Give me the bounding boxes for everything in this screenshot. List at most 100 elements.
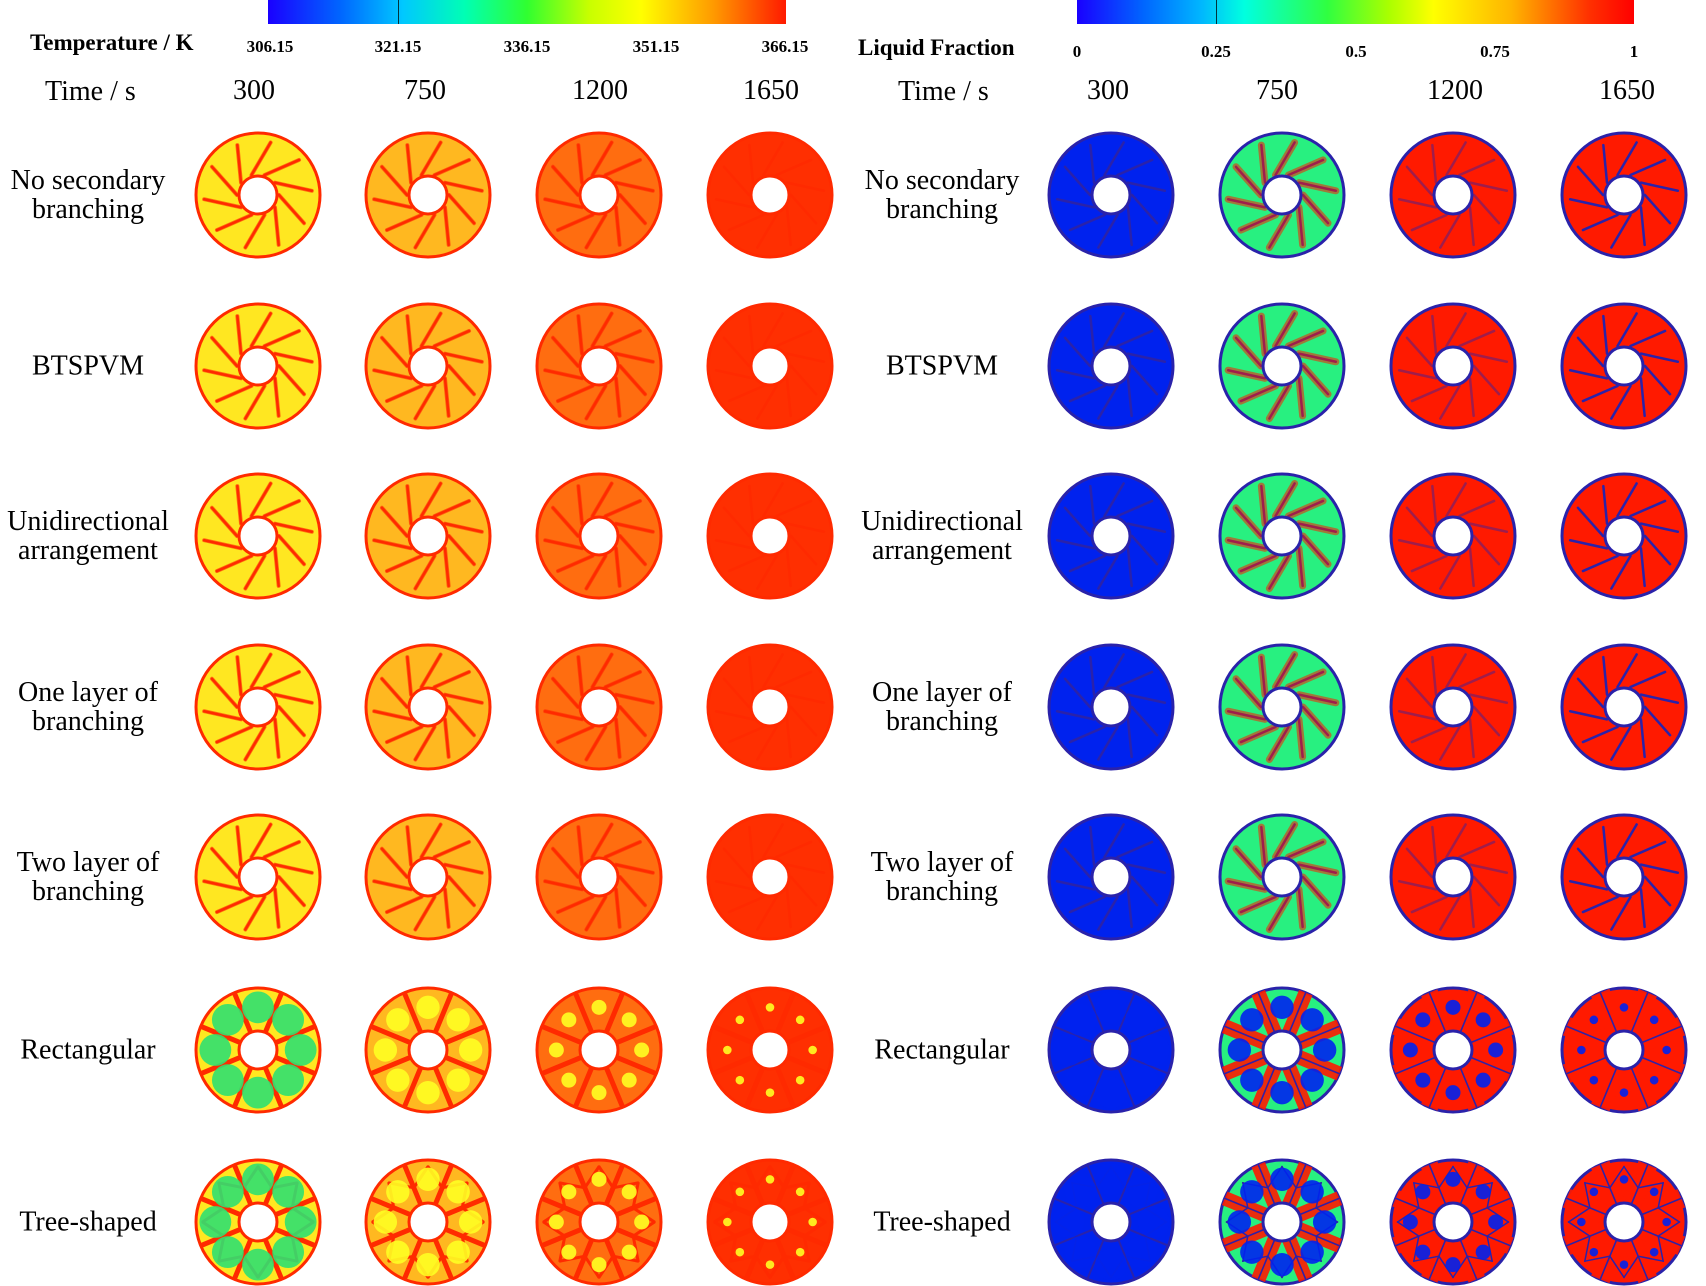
liquid-fraction-tick: 0.75 [1480,42,1510,61]
solid-pocket [199,1034,232,1066]
radial-fin [1086,1164,1105,1205]
fin-heat-zone [590,652,614,690]
fin [1089,314,1096,355]
liquid-fraction-contour-disk [1560,131,1688,259]
fin-heat-zone [249,481,273,519]
fin-heat-zone [235,655,244,697]
branch-fin [729,1181,757,1190]
liquid-fraction-contour-disk [1047,1158,1175,1286]
fin-heat-zone [272,521,314,534]
fin [1126,693,1167,705]
branch-fin [1567,1220,1591,1237]
fin-heat-zone [372,879,414,892]
branch-fin [1657,1236,1665,1263]
fin [756,725,778,761]
melt-zone [1237,211,1280,234]
temperature-contour-disk [535,302,663,430]
fin [1116,158,1154,177]
fin [1097,895,1119,931]
fin-heat-zone [419,311,443,349]
fin-heat-zone [272,717,281,759]
radial-fin [774,1238,797,1281]
radial-fin [1224,1025,1265,1044]
fin-heat-zone [262,328,302,349]
radial-fin [572,1163,595,1206]
fin-heat-zone [603,498,643,519]
fin [1616,823,1638,859]
solid-pocket [548,1042,564,1058]
fin [1581,213,1619,232]
radial-fin [444,1195,487,1218]
radial-fin [369,1226,412,1249]
fin [748,484,755,525]
radial-fin [369,1054,412,1077]
inner-tube [237,856,279,898]
temperature-contour-disk [364,131,492,259]
solid-pocket [211,1236,244,1269]
radial-fin [274,1023,317,1046]
fin [1089,825,1096,866]
melt-zone [1284,838,1327,861]
temperature-contour-disk [535,472,663,600]
solid-pocket [416,995,440,1020]
solid-pocket [1240,1180,1264,1204]
fin-heat-zone [543,197,585,210]
solid-pocket [1064,1175,1097,1208]
liquid-fraction-colorbar-marker [1216,0,1217,24]
solid-pocket [1270,1167,1294,1192]
inner-tube [407,1201,449,1243]
fin-heat-zone [618,705,648,738]
branch-fin [1638,1181,1665,1189]
melt-zone [1295,861,1340,877]
melt-zone [1295,179,1340,195]
inner-tube [749,174,791,216]
temperature-tick: 366.15 [761,37,809,56]
liquid-fraction-contour-disk [1047,131,1175,259]
fin [1063,847,1092,879]
branch-fin [1609,1255,1626,1279]
melt-zone [1295,544,1307,590]
fin [1126,863,1167,875]
fin-heat-zone [447,193,477,226]
fin [1576,336,1605,368]
radial-fin [1224,1056,1265,1075]
melt-zone [1455,497,1498,520]
temperature-contour-disk [364,302,492,430]
fin-heat-zone [243,553,267,591]
fin [727,213,765,232]
fin [1639,522,1680,534]
fin [748,825,755,866]
radial-fin [1395,1228,1436,1247]
melt-zone [1436,723,1463,764]
radial-fin [1128,1056,1169,1075]
inner-tube [407,686,449,728]
fin [775,499,813,518]
row-label-right: Two layer of branching [847,848,1037,906]
fin-heat-zone [379,676,409,709]
fin-heat-zone [272,205,281,247]
inner-tube [1261,1201,1303,1243]
solid-pocket [561,1184,577,1200]
solid-pocket [765,1175,775,1184]
melt-zone [1408,893,1451,916]
fin-heat-zone [555,553,595,574]
radial-fin [711,1023,754,1046]
liquid-fraction-contour-disk [1389,1158,1517,1286]
fin [775,158,813,177]
radial-fin [1117,1164,1136,1205]
melt-zone [1257,312,1269,358]
melt-zone [1443,650,1470,691]
fin [1055,197,1096,209]
fin [789,534,818,566]
branch-fin [713,1206,737,1224]
row-label-line: branching [32,876,144,907]
fin-heat-zone [584,894,608,932]
radial-fin [1630,1164,1649,1205]
liquid-fraction-contour-disk [1560,302,1688,430]
melt-zone [1232,163,1265,199]
fin-heat-zone [447,875,477,908]
fin [762,312,784,348]
branch-fin [783,1254,811,1263]
solid-pocket [723,1217,732,1227]
fin [1643,364,1672,396]
